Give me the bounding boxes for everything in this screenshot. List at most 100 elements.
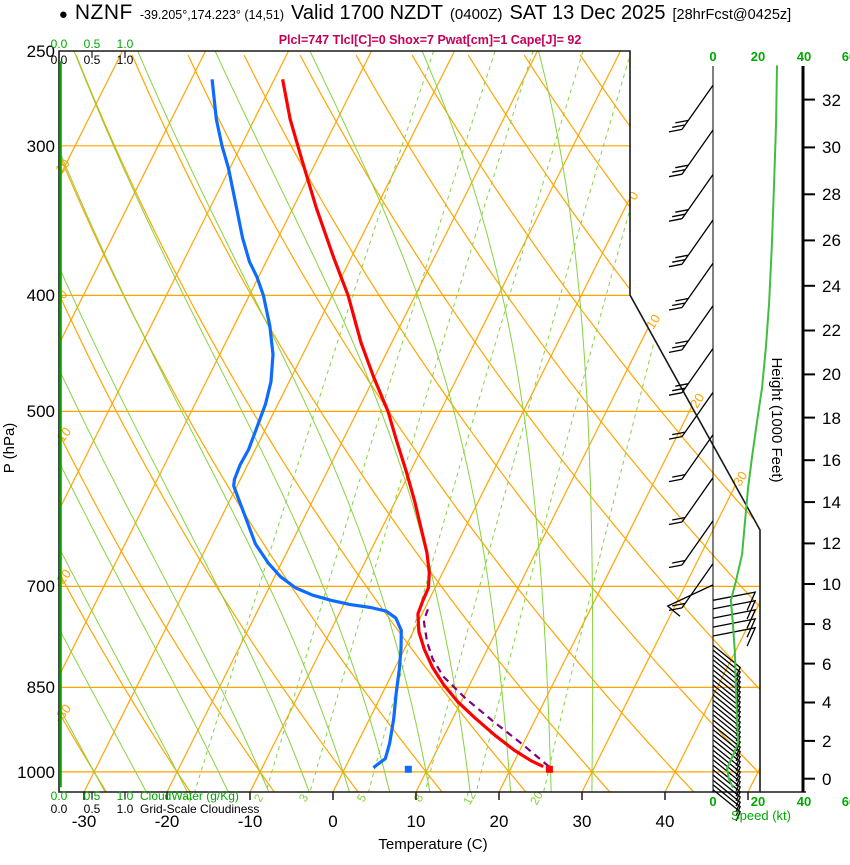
moist-adiabat-line [137, 51, 431, 792]
wind-barb [668, 129, 714, 178]
forecast-hour-label: [28hrFcst@0425z] [672, 7, 792, 23]
wind-column: 00202040406060Speed (kt) [666, 49, 850, 823]
wind-barb [712, 729, 741, 762]
valid-date-label: SAT 13 Dec 2025 [509, 2, 666, 24]
speed-axis-title: Speed (kt) [731, 808, 791, 823]
wind-barb [712, 774, 741, 807]
pressure-tick-label: 500 [27, 402, 55, 421]
temperature-tick-label: 30 [573, 812, 592, 831]
speed-scale-bottom: 60 [842, 794, 850, 809]
wind-barb [712, 764, 741, 797]
wind-barb [712, 626, 757, 647]
speed-scale-top: 60 [842, 49, 850, 64]
dry-adiabat-line [299, 54, 760, 792]
dry-adiabat-line [59, 54, 276, 792]
cloudiness-axis-title: Grid-Scale Cloudiness [140, 802, 259, 816]
cloudiness-scale-bottom: 1.0 [117, 802, 134, 816]
wind-barb [712, 659, 741, 692]
mixing-ratio-line [475, 51, 676, 792]
moist-adiabat-line [59, 51, 148, 792]
temperature-tick-label: -30 [72, 812, 97, 831]
wind-barb [712, 744, 741, 777]
height-tick-label: 0 [822, 770, 831, 789]
wind-barb [712, 749, 741, 782]
wind-barb [668, 520, 714, 569]
wind-barb [712, 724, 741, 757]
wind-barb [668, 477, 714, 526]
stability-indices: Plcl=747 Tlcl[C]=0 Shox=7 Pwat[cm]=1 Cap… [278, 33, 582, 47]
wind-barb [668, 219, 714, 268]
temperature-line [281, 79, 544, 769]
height-tick-label: 16 [822, 451, 841, 470]
isotherm-label: 30 [730, 469, 750, 489]
speed-scale-bottom: 20 [751, 794, 765, 809]
wind-barb [712, 618, 757, 638]
cloudwater-scale-bottom: 1.0 [117, 789, 134, 803]
isotherm-line [498, 51, 760, 792]
isotherm-label: 0 [625, 189, 642, 203]
height-tick-label: 30 [822, 138, 841, 157]
cloudiness-scale-bottom: 0.5 [84, 802, 101, 816]
wind-barb [712, 664, 741, 697]
cloudiness-scale-top: 1.0 [117, 53, 134, 67]
pressure-tick-label: 400 [27, 286, 55, 305]
moist-adiabat-line [59, 51, 351, 792]
isotherm-line [581, 51, 760, 792]
pressure-tick-label: 700 [27, 577, 55, 596]
pressure-tick-label: 300 [27, 137, 55, 156]
height-tick-label: 6 [822, 655, 831, 674]
plot-frame [58, 50, 806, 800]
plot-boundary [58, 50, 761, 793]
wind-barb [712, 754, 741, 787]
dry-adiabat-line [59, 54, 360, 792]
dry-adiabat-line [131, 54, 612, 792]
dry-adiabat-line [59, 54, 192, 792]
station-bullet-icon: ● [58, 6, 68, 23]
cloudwater-scale-bottom: 0.0 [51, 789, 68, 803]
mixing-ratio-label: 3 [296, 791, 312, 804]
moist-adiabat-line [309, 51, 512, 792]
wind-barb [712, 599, 757, 620]
height-tick-label: 2 [822, 732, 831, 751]
speed-scale-top: 0 [709, 49, 716, 64]
temperature-tick-label: -20 [155, 812, 180, 831]
height-tick-label: 8 [822, 615, 831, 634]
isotherm-line [166, 51, 539, 792]
valid-time-label: Valid 1700 NZDT [291, 2, 443, 24]
height-axis-title: Height (1000 Feet) [768, 357, 785, 482]
dry-adiabat-line [579, 54, 760, 792]
speed-scale-top: 40 [797, 49, 811, 64]
chart-title: ● NZNF -39.205°,174.223° (14,51) Valid 1700… [0, 1, 850, 25]
wind-speed-line [726, 65, 778, 789]
cloudiness-scale-bottom: 0.0 [51, 802, 68, 816]
wind-barb [712, 734, 741, 767]
wind-barb [668, 84, 714, 133]
pressure-tick-label: 850 [27, 678, 55, 697]
pressure-axis-title: P (hPa) [1, 423, 18, 474]
wind-barb [712, 784, 741, 817]
wind-barb [712, 739, 741, 772]
mixing-ratio-label: 12 [460, 788, 479, 807]
moist-adiabat-line [59, 51, 189, 792]
speed-scale-top: 20 [751, 49, 765, 64]
cloudiness-scale-top: 0.5 [84, 53, 101, 67]
temperature-axis-title: Temperature (C) [378, 836, 487, 853]
dry-adiabat-line [243, 54, 760, 792]
height-tick-label: 32 [822, 91, 841, 110]
grid-orange [59, 51, 760, 792]
dry-adiabat-line [355, 54, 760, 792]
dry-adiabat-label: -10 [51, 424, 74, 448]
isotherm-line [59, 51, 207, 792]
isotherm-label: 20 [687, 391, 707, 411]
mixing-ratio-line [194, 51, 435, 792]
wind-barb [712, 674, 741, 707]
height-tick-label: 18 [822, 409, 841, 428]
height-tick-label: 28 [822, 185, 841, 204]
dry-adiabat-line [411, 54, 760, 792]
isotherm-line [249, 51, 622, 792]
wind-barb [668, 434, 714, 483]
